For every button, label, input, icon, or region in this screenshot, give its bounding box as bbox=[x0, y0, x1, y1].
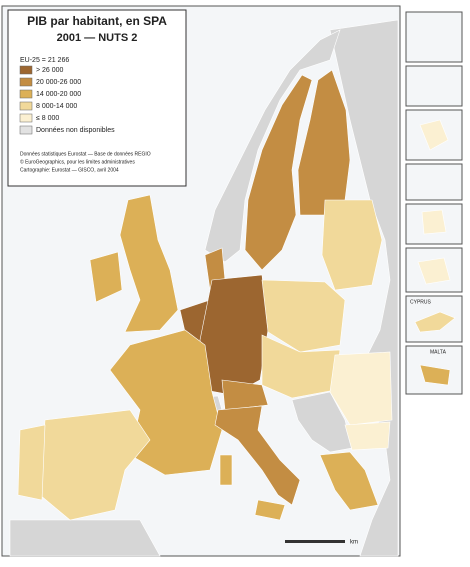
inset-region bbox=[421, 209, 447, 235]
legend: PIB par habitant, en SPA 2001 — NUTS 2 E… bbox=[7, 9, 187, 187]
source: © EuroGeographics, pour les limites admi… bbox=[20, 158, 135, 165]
norway bbox=[204, 29, 341, 263]
legend-label: > 26 000 bbox=[36, 67, 64, 74]
italy bbox=[214, 405, 301, 506]
source: Données statistiques Eurostat — Base de … bbox=[20, 151, 151, 157]
legend-swatch bbox=[19, 77, 33, 87]
legend-swatch bbox=[19, 113, 33, 123]
sardinia bbox=[219, 454, 233, 486]
austria bbox=[221, 379, 269, 411]
romania bbox=[329, 351, 393, 426]
title: PIB par habitant, en SPA bbox=[27, 14, 167, 28]
legend-label: Données non disponibles bbox=[36, 127, 115, 134]
subtitle: 2001 — NUTS 2 bbox=[57, 32, 138, 44]
sweden bbox=[244, 74, 313, 271]
inset bbox=[405, 65, 463, 107]
cyprus bbox=[414, 311, 456, 333]
legend-swatch bbox=[19, 65, 33, 75]
scale-unit: km bbox=[350, 540, 358, 546]
greece bbox=[319, 451, 379, 511]
inset-region bbox=[417, 257, 451, 285]
legend-label: ≤ 8 000 bbox=[36, 115, 59, 122]
sicily bbox=[254, 499, 286, 521]
legend-label: 8 000-14 000 bbox=[36, 103, 77, 110]
legend-swatch bbox=[19, 89, 33, 99]
inset-label: MALTA bbox=[430, 349, 447, 355]
malta bbox=[419, 364, 451, 386]
germany bbox=[199, 274, 269, 396]
inset-region bbox=[419, 119, 449, 151]
insets: CYPRUS MALTA bbox=[405, 11, 463, 395]
great-britain bbox=[119, 194, 179, 333]
poland bbox=[261, 279, 346, 353]
bulgaria bbox=[344, 421, 391, 451]
inset bbox=[405, 11, 463, 63]
legend-box bbox=[7, 9, 187, 187]
north-africa bbox=[9, 519, 161, 557]
scale-bar-line bbox=[285, 540, 345, 543]
ireland bbox=[89, 251, 123, 303]
source: Cartographie: Eurostat — GISCO, avril 20… bbox=[20, 167, 119, 173]
legend-swatch bbox=[19, 125, 33, 135]
legend-label: 20 000-26 000 bbox=[36, 79, 81, 86]
inset-label: CYPRUS bbox=[410, 299, 432, 305]
inset bbox=[405, 163, 463, 201]
legend-label: 14 000-20 000 bbox=[36, 91, 81, 98]
scale-bar: km bbox=[285, 540, 358, 546]
baltics bbox=[321, 199, 383, 291]
spain bbox=[39, 409, 151, 521]
portugal bbox=[17, 424, 46, 501]
legend-swatch bbox=[19, 101, 33, 111]
legend-heading: EU-25 = 21 266 bbox=[20, 57, 69, 64]
